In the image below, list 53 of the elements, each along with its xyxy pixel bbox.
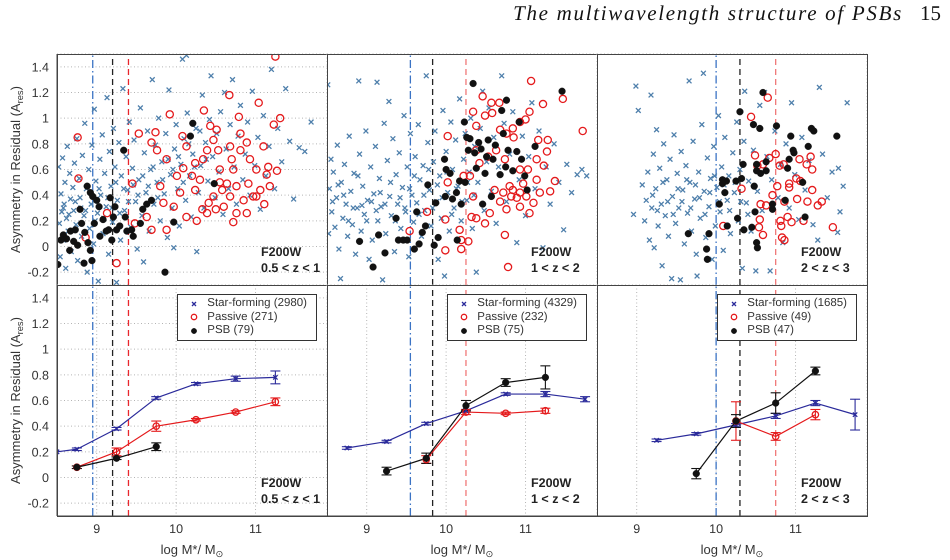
annotation: F200W: [801, 475, 842, 491]
x-axis-title: log M*/ M$_{⊙}$: [160, 542, 224, 559]
y-tick-label: 0.8: [32, 137, 50, 152]
legend-label: Star-forming (4329): [477, 297, 577, 310]
y-tick-label: 0.4: [32, 420, 50, 434]
legend-label: Passive (271): [207, 310, 278, 324]
x-tick-label: 11: [789, 522, 802, 536]
y-tick-label: 0: [42, 470, 50, 485]
x-tick-label: 10: [169, 522, 184, 536]
y-tick-label: 0: [42, 240, 50, 254]
y-tick-label: 1: [42, 342, 50, 357]
x-tick-label: 10: [709, 522, 724, 536]
legend-label: PSB (79): [207, 324, 254, 338]
annotation: 2 < z < 3: [801, 260, 850, 276]
y-tick-label: 1.4: [32, 291, 50, 306]
annotation: F200W: [261, 244, 302, 260]
y-tick-label: 0.6: [32, 162, 50, 177]
annotation: 0.5 < z < 1: [261, 260, 320, 276]
annotation: 1 < z < 2: [531, 260, 580, 276]
x-tick-label: 10: [439, 522, 454, 536]
y-tick-label: 0.8: [32, 368, 50, 382]
legend-label: Star-forming (1685): [747, 297, 847, 310]
annotation: 1 < z < 2: [531, 491, 580, 507]
legend-label: Passive (49): [747, 310, 812, 324]
x-tick-label: 9: [93, 522, 100, 536]
legend-label: PSB (75): [477, 324, 524, 338]
annotation: 2 < z < 3: [801, 491, 850, 507]
annotation: F200W: [801, 244, 842, 260]
legend-label: PSB (47): [747, 324, 794, 338]
y-tick-label: 0.2: [32, 445, 50, 460]
annotation: F200W: [261, 475, 302, 491]
x-tick-label: 9: [363, 522, 370, 536]
annotation: F200W: [531, 244, 572, 260]
y-tick-label: -0.2: [27, 496, 50, 511]
annotation: 0.5 < z < 1: [261, 491, 320, 507]
x-tick-label: 9: [633, 522, 640, 536]
y-tick-label: 1: [42, 112, 50, 126]
x-axis-title: log M*/ M$_{⊙}$: [700, 542, 764, 559]
y-tick-label: 1.2: [32, 86, 50, 100]
y-tick-label: 1.4: [32, 60, 50, 74]
x-axis-title: log M*/ M$_{⊙}$: [430, 542, 494, 559]
x-tick-label: 11: [249, 522, 262, 536]
y-tick-label: 0.6: [32, 394, 50, 408]
legend-label: Passive (232): [477, 310, 548, 324]
y-tick-label: -0.2: [27, 266, 50, 280]
y-tick-label: 0.4: [32, 188, 50, 203]
legend-label: Star-forming (2980): [207, 297, 307, 310]
y-tick-label: 0.2: [32, 214, 50, 228]
x-tick-label: 11: [519, 522, 532, 536]
y-tick-label: 1.2: [32, 316, 50, 331]
text: 15: [920, 1, 941, 26]
annotation: F200W: [531, 475, 572, 491]
text: The multiwavelength structure of PSBs: [513, 1, 903, 26]
